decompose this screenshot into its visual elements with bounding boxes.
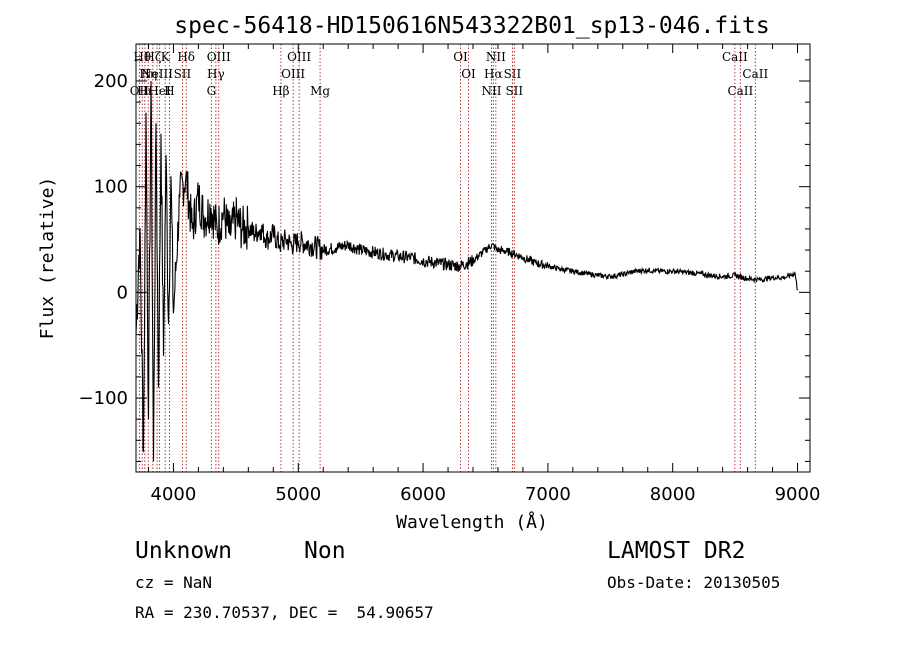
marker-label: K [161,50,171,64]
marker-label: G [207,84,217,98]
class-label: Unknown [135,538,232,564]
marker-label: H [164,84,174,98]
x-tick-label: 8000 [650,484,696,505]
marker-label: NII [481,84,501,98]
marker-label: OII [130,84,150,98]
marker-label: Hβ [272,84,289,98]
x-axis: 4000 5000 6000 7000 8000 9000 [147,44,821,505]
marker-label: SII [174,67,192,81]
x-axis-label: Wavelength (Å) [396,511,548,533]
marker-label: NeIII [141,67,173,81]
marker-label: OIII [207,50,231,64]
marker-label: Hζ [144,50,161,64]
spectral-line-markers: OIIHθHιHηHζNeIIIHeIKHSIIHδGHγOIIIHβOIIIO… [130,44,768,472]
obs-date-text: Obs-Date: 20130505 [607,573,781,592]
marker-label: Hδ [177,50,195,64]
marker-label: Hγ [207,67,225,81]
redshift-text: cz = NaN [135,573,213,592]
y-tick-label: 0 [117,282,128,303]
x-tick-label: 4000 [151,484,197,505]
y-axis: −100 0 100 200 [79,59,810,462]
marker-label: SII [505,84,523,98]
marker-label: SII [504,67,522,81]
y-tick-label: 200 [94,71,128,92]
x-tick-label: 7000 [525,484,571,505]
y-tick-label: 100 [94,177,128,198]
marker-label: Hη [139,67,157,81]
y-axis-label: Flux (relative) [37,177,58,340]
marker-label: CaII [727,84,753,98]
marker-label: Hι [137,84,152,98]
marker-label: Hθ [133,50,151,64]
marker-label: OI [461,67,476,81]
x-tick-label: 5000 [275,484,321,505]
marker-label: OIII [281,67,305,81]
survey-label: LAMOST DR2 [607,538,746,564]
x-tick-label: 9000 [775,484,821,505]
marker-label: CaII [742,67,768,81]
subclass-label: Non [304,538,346,564]
y-tick-label: −100 [79,388,128,409]
spectrum-series-line [135,80,799,462]
x-tick-label: 6000 [400,484,446,505]
coordinates-text: RA = 230.70537, DEC = 54.90657 [135,603,434,622]
marker-label: CaII [722,50,748,64]
marker-label: OIII [287,50,311,64]
marker-label: Mg [310,84,330,98]
marker-label: OI [453,50,468,64]
marker-label: NII [486,50,506,64]
marker-label: Hα [484,67,503,81]
chart-title: spec-56418-HD150616N543322B01_sp13-046.f… [174,13,769,39]
